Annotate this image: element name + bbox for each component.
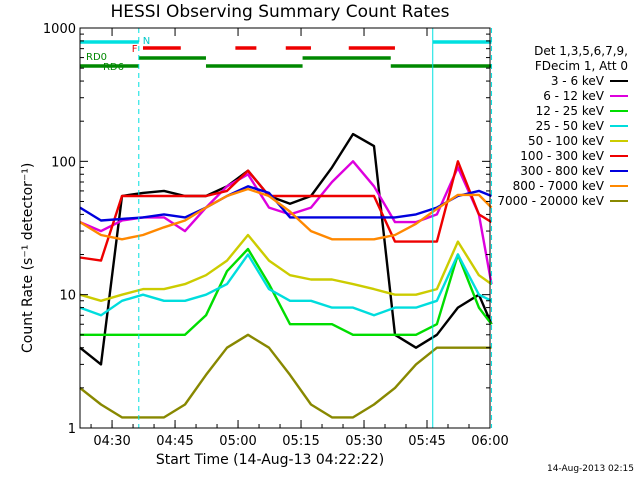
legend-item-0: 3 - 6 keV: [551, 74, 628, 88]
y-tick-label-3: 1000: [43, 22, 76, 37]
legend-item-5: 100 - 300 keV: [520, 149, 628, 163]
x-axis-label: Start Time (14-Aug-13 04:22:22): [155, 452, 385, 468]
series-line-2: [80, 247, 493, 336]
legend-label-0: 3 - 6 keV: [550, 74, 604, 88]
axis-ticks: 04:30 04:45 05:00 05:15 05:30 05:45 06:00 1 10 10…: [43, 22, 509, 449]
series-line-3: [79, 253, 493, 317]
legend-item-2: 12 - 25 keV: [536, 104, 628, 118]
status-bars: [80, 40, 492, 68]
timestamp-stamp: 14-Aug-2013 02:15: [546, 464, 634, 474]
x-tick-label-2: 05:00: [219, 434, 256, 449]
series-line-1: [79, 160, 493, 285]
series-line-0: [79, 132, 493, 366]
legend-header-decimation: FDecim 1, Att 0: [534, 59, 628, 73]
annotation-label-rd6: RD6: [103, 62, 124, 73]
y-tick-label-1: 10: [59, 289, 76, 304]
annotation-label-f: F: [132, 44, 138, 55]
series-line-4: [79, 233, 493, 302]
legend-header-detectors: Det 1,3,5,6,7,9,: [534, 44, 628, 58]
series-line-6: [79, 185, 492, 222]
chart-title: HESSI Observing Summary Count Rates: [110, 2, 450, 22]
legend-swatch-6: [610, 170, 628, 172]
series-line-8: [79, 333, 492, 419]
legend-item-1: 6 - 12 keV: [543, 89, 628, 103]
legend-swatch-3: [610, 125, 628, 127]
legend-item-7: 800 - 7000 keV: [513, 179, 628, 193]
series-line-7: [79, 187, 493, 241]
legend-label-3: 25 - 50 keV: [535, 119, 604, 133]
legend-label-2: 12 - 25 keV: [535, 104, 604, 118]
x-tick-label-0: 04:30: [93, 434, 130, 449]
annotation-label-n: N: [143, 36, 150, 47]
legend-swatch-1: [610, 95, 628, 97]
x-tick-label-3: 05:15: [282, 434, 319, 449]
legend-swatch-5: [610, 155, 628, 157]
legend-label-6: 300 - 800 keV: [520, 164, 604, 178]
legend-item-3: 25 - 50 keV: [536, 119, 628, 133]
legend-label-7: 800 - 7000 keV: [512, 179, 604, 193]
annotation-label-rd0: RD0: [86, 52, 107, 63]
legend-swatch-2: [610, 110, 628, 112]
x-tick-label-1: 04:45: [156, 434, 193, 449]
y-tick-label-0: 1: [68, 422, 76, 437]
legend-label-1: 6 - 12 keV: [543, 89, 604, 103]
legend-label-4: 50 - 100 keV: [527, 134, 604, 148]
y-tick-label-2: 100: [51, 155, 76, 170]
x-tick-label-4: 05:30: [345, 434, 382, 449]
legend-swatch-0: [610, 80, 628, 82]
legend-item-8: 7000 - 20000 keV: [497, 194, 628, 208]
plot-frame: [79, 27, 491, 429]
legend-label-8: 7000 - 20000 keV: [497, 194, 604, 208]
legend-swatch-7: [610, 185, 628, 187]
series-line-5: [79, 160, 493, 262]
x-tick-label-5: 05:45: [408, 434, 445, 449]
y-axis-label: Count Rate (s⁻¹ detector⁻¹): [20, 162, 36, 353]
legend-swatch-8: [610, 200, 628, 202]
legend-item-4: 50 - 100 keV: [528, 134, 628, 148]
legend-swatch-4: [610, 140, 628, 142]
x-tick-label-6: 06:00: [471, 434, 508, 449]
legend-item-6: 300 - 800 keV: [520, 164, 628, 178]
legend-label-5: 100 - 300 keV: [520, 149, 604, 163]
series-lines: [79, 132, 493, 419]
